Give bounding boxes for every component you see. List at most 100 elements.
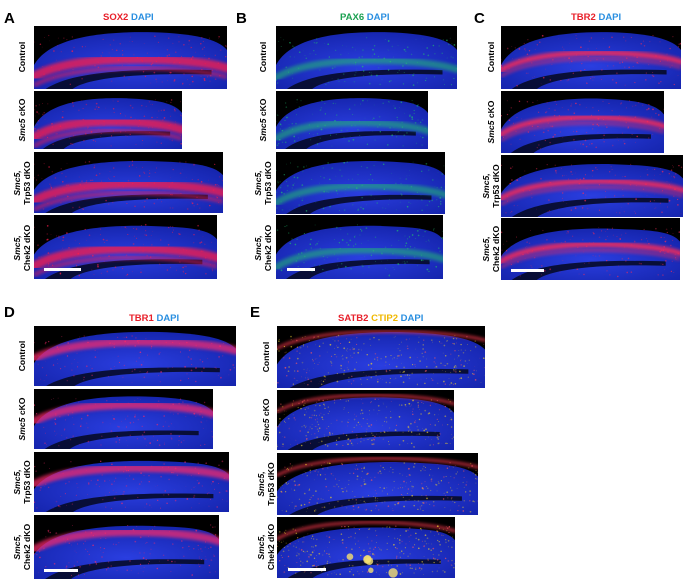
marker-band (34, 401, 213, 426)
row-label-text: Control (17, 340, 27, 372)
stain-label: DAPI (128, 12, 154, 23)
stain-label: DAPI (595, 12, 622, 23)
marker-band (277, 329, 485, 350)
row-label-text: cKO (17, 397, 27, 418)
micrograph (501, 155, 683, 217)
marker-band (276, 119, 428, 143)
micrograph (277, 390, 454, 450)
panel-stain-title: PAX6 DAPI (340, 12, 389, 23)
micrograph (34, 26, 227, 89)
micrograph (276, 91, 428, 149)
ventricle (289, 368, 469, 388)
row-label-text: Control (261, 341, 271, 373)
ventricle (511, 69, 667, 89)
row-label-text: Chek2 dKO (22, 523, 32, 571)
ventricle (511, 197, 669, 217)
tissue-section (277, 332, 485, 388)
row-label-gene: Smc5, (253, 235, 263, 261)
micrograph (501, 91, 664, 153)
stain-label: SATB2 (338, 313, 369, 324)
panel-label-e: E (250, 304, 261, 321)
row-label-text: Trp53 dKO (266, 462, 276, 506)
marker-band-lower (34, 190, 223, 212)
tissue-section (277, 397, 454, 450)
marker-band (501, 114, 664, 138)
marker-band (276, 56, 457, 82)
ventricle (286, 194, 432, 214)
marker-band-lower (501, 57, 681, 78)
scale-bar (288, 568, 326, 571)
row-label-gene: Smc5, (12, 534, 22, 560)
marker-band (277, 520, 455, 541)
row-label-text: cKO (17, 98, 27, 119)
tissue-section (501, 98, 664, 153)
stain-label: DAPI (398, 313, 424, 324)
micrograph (34, 91, 182, 149)
row-label-text: Chek2 dKO (491, 225, 501, 273)
marker-band (34, 464, 229, 489)
scale-bar (44, 569, 78, 572)
scale-bar (287, 268, 315, 271)
panel-stain-title: SATB2 CTIP2 DAPI (338, 313, 423, 324)
micrograph (34, 515, 219, 579)
marker-band (277, 393, 454, 414)
stain-label: DAPI (364, 12, 390, 23)
row-label-gene: Smc5, (481, 173, 491, 199)
row-label-text: Control (17, 41, 27, 73)
row-label-text: Control (258, 41, 268, 73)
micrograph (277, 326, 485, 388)
row-label-text: Chek2 dKO (22, 224, 32, 272)
row-label-text: Chek2 dKO (263, 224, 273, 272)
micrograph (276, 26, 457, 89)
stain-label: TBR1 (129, 313, 154, 324)
micrograph (277, 517, 455, 578)
row-label-gene: Smc5, (256, 534, 266, 560)
micrograph (276, 215, 443, 279)
marker-band (276, 182, 445, 207)
row-label-text: cKO (261, 398, 271, 419)
micrograph (34, 452, 229, 512)
tissue-section (501, 32, 681, 89)
ventricle (44, 430, 199, 449)
micrograph (276, 152, 445, 214)
row-label-gene: Smc5, (12, 170, 22, 196)
micrograph (34, 215, 217, 279)
row-label-gene: Smc5 (17, 118, 27, 142)
row-label-gene: Smc5 (486, 120, 496, 144)
stain-label: DAPI (153, 313, 180, 324)
tissue-section (501, 164, 683, 217)
panel-label-a: A (4, 10, 15, 27)
marker-band-lower (34, 65, 227, 88)
marker-band-lower (501, 121, 664, 142)
row-label-text: Trp53 dKO (22, 161, 32, 205)
row-label-text: Control (486, 41, 496, 73)
panel-label-c: C (474, 10, 485, 27)
micrograph (34, 326, 236, 386)
row-label-text: cKO (486, 100, 496, 121)
row-label-text: Chek2 dKO (266, 523, 276, 571)
ventricle (45, 493, 214, 512)
marker-band-lower (34, 255, 217, 278)
row-label-gene: Smc5 (17, 417, 27, 441)
row-label-gene: Smc5, (12, 235, 22, 261)
row-label-gene: Smc5, (256, 471, 266, 497)
row-label-text: Trp53 dKO (263, 161, 273, 205)
panel-stain-title: SOX2 DAPI (103, 12, 154, 23)
row-label-gene: Smc5, (481, 236, 491, 262)
panel-stain-title: TBR1 DAPI (129, 313, 179, 324)
stain-label: SOX2 (103, 12, 129, 23)
row-label-gene: Smc5 (258, 118, 268, 142)
row-label-gene: Smc5 (261, 418, 271, 442)
stain-label: TBR2 (571, 12, 596, 23)
ventricle (285, 131, 416, 149)
marker-band (34, 244, 217, 271)
panel-label-d: D (4, 304, 15, 321)
panel-label-b: B (236, 10, 247, 27)
row-label-text: cKO (258, 98, 268, 119)
marker-band (276, 246, 443, 271)
scale-bar (44, 268, 81, 271)
marker-band (501, 49, 681, 74)
marker-band-lower (501, 248, 680, 269)
marker-band (34, 528, 219, 554)
marker-band (34, 338, 236, 363)
